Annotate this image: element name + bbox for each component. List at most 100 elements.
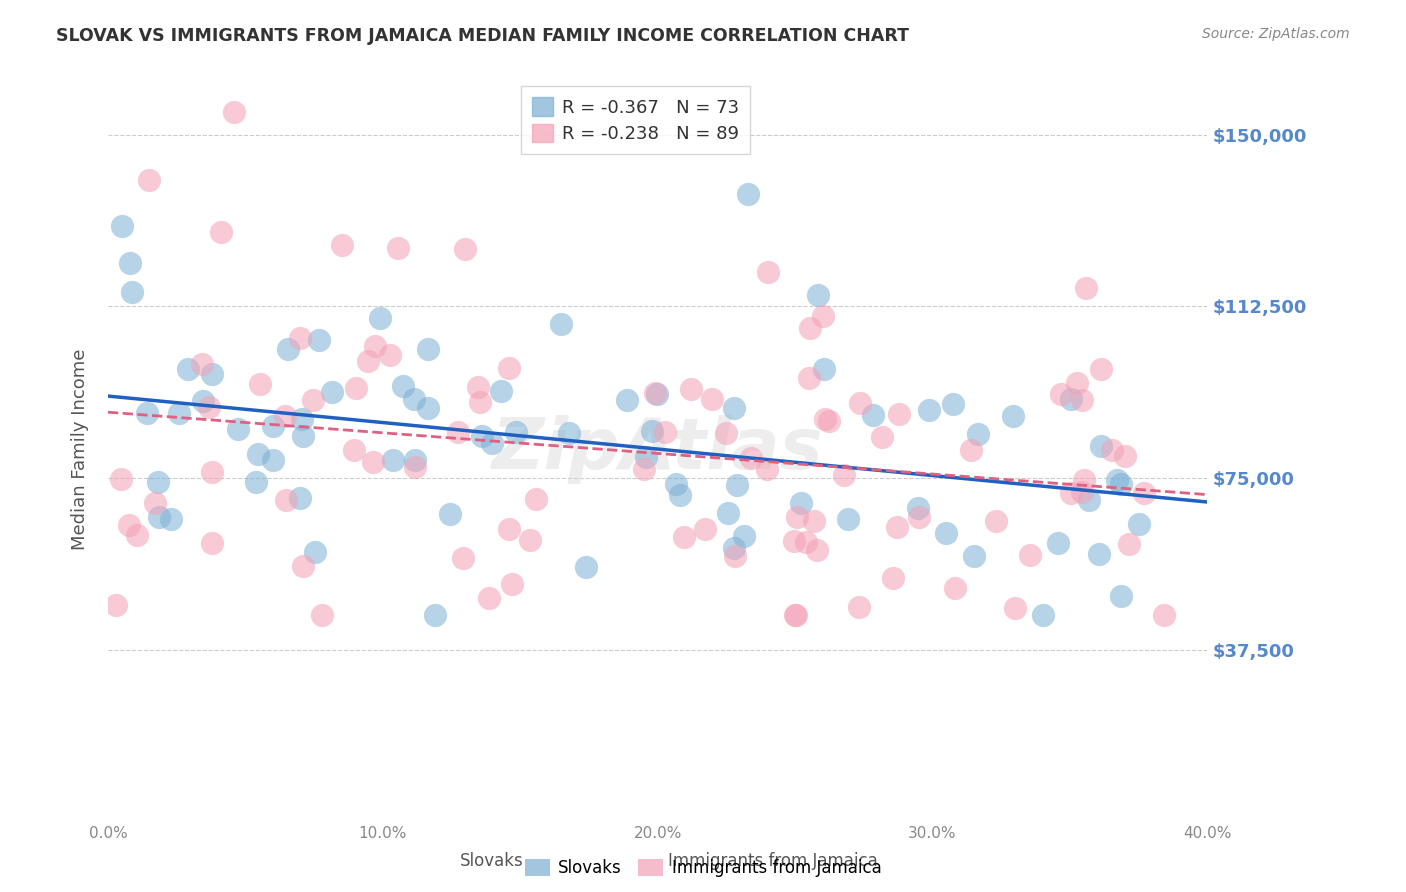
Point — [756, 462, 779, 476]
Point — [501, 576, 523, 591]
Point — [665, 476, 688, 491]
Point — [717, 506, 740, 520]
Point — [288, 331, 311, 345]
Point — [356, 354, 378, 368]
Point — [917, 403, 939, 417]
Point — [368, 310, 391, 325]
Point — [274, 493, 297, 508]
Point — [1078, 492, 1101, 507]
Point — [160, 512, 183, 526]
Point — [191, 393, 214, 408]
Point — [1071, 392, 1094, 407]
Point — [177, 362, 200, 376]
Point — [1002, 409, 1025, 424]
Point — [519, 533, 541, 547]
Point — [425, 608, 447, 623]
Point — [724, 549, 747, 563]
Point — [1128, 517, 1150, 532]
Legend: R = -0.367   N = 73, R = -0.238   N = 89: R = -0.367 N = 73, R = -0.238 N = 89 — [522, 87, 751, 154]
Point — [1060, 392, 1083, 406]
Point — [737, 186, 759, 201]
Text: Source: ZipAtlas.com: Source: ZipAtlas.com — [1202, 27, 1350, 41]
Point — [291, 411, 314, 425]
Y-axis label: Median Family Income: Median Family Income — [72, 349, 89, 550]
Point — [222, 104, 245, 119]
Point — [246, 447, 269, 461]
Point — [454, 242, 477, 256]
Point — [785, 608, 807, 623]
Point — [647, 387, 669, 401]
Point — [616, 393, 638, 408]
Point — [301, 393, 323, 408]
Point — [633, 461, 655, 475]
Point — [321, 384, 343, 399]
Point — [277, 343, 299, 357]
Point — [908, 509, 931, 524]
Point — [245, 475, 267, 489]
Point — [1101, 442, 1123, 457]
Point — [943, 581, 966, 595]
Point — [344, 381, 367, 395]
Point — [148, 509, 170, 524]
Point — [1118, 537, 1140, 551]
Point — [575, 560, 598, 574]
Point — [960, 442, 983, 457]
Point — [392, 379, 415, 393]
Point — [498, 523, 520, 537]
Point — [1050, 387, 1073, 401]
Point — [814, 411, 837, 425]
Point — [1004, 601, 1026, 615]
Point — [942, 397, 965, 411]
Point — [288, 491, 311, 505]
Point — [382, 453, 405, 467]
Point — [439, 507, 461, 521]
Point — [467, 379, 489, 393]
Point — [135, 406, 157, 420]
Text: Immigrants from Jamaica: Immigrants from Jamaica — [668, 852, 879, 870]
Point — [1032, 608, 1054, 623]
Point — [364, 339, 387, 353]
Point — [1066, 376, 1088, 391]
Point — [481, 435, 503, 450]
Point — [870, 430, 893, 444]
Point — [526, 491, 548, 506]
Text: ZipAtlas: ZipAtlas — [492, 415, 824, 484]
Point — [558, 426, 581, 441]
Point — [963, 549, 986, 564]
Point — [1088, 547, 1111, 561]
Point — [723, 401, 745, 415]
Point — [799, 371, 821, 385]
Point — [723, 541, 745, 555]
Point — [1132, 486, 1154, 500]
Point — [636, 450, 658, 464]
Point — [1105, 473, 1128, 487]
Point — [447, 425, 470, 439]
Point — [882, 571, 904, 585]
Point — [907, 501, 929, 516]
Point — [1074, 281, 1097, 295]
Point — [733, 529, 755, 543]
Point — [110, 472, 132, 486]
Point — [404, 453, 426, 467]
Point — [654, 425, 676, 440]
Point — [478, 591, 501, 605]
Point — [1073, 473, 1095, 487]
Point — [1090, 362, 1112, 376]
Point — [714, 425, 737, 440]
Point — [848, 600, 870, 615]
Point — [700, 392, 723, 407]
Point — [935, 525, 957, 540]
Point — [308, 333, 330, 347]
Point — [1114, 449, 1136, 463]
Point — [262, 418, 284, 433]
Point — [783, 533, 806, 548]
Point — [889, 407, 911, 421]
Point — [274, 409, 297, 424]
Point — [200, 465, 222, 479]
Point — [292, 429, 315, 443]
Point — [489, 384, 512, 398]
Point — [967, 426, 990, 441]
Point — [644, 386, 666, 401]
Point — [803, 514, 825, 528]
Point — [849, 396, 872, 410]
